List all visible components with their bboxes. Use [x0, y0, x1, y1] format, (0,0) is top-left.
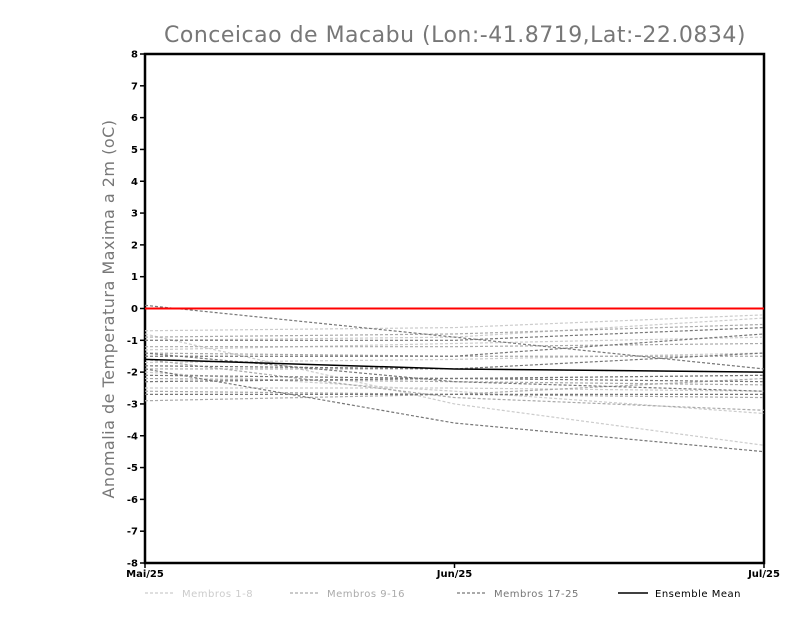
y-tick-label: 8 [131, 50, 138, 61]
series-line-members-17-25 [144, 377, 765, 383]
y-tick-label: 5 [131, 145, 138, 156]
series-line-members-1-8 [145, 387, 765, 392]
y-tick-label: 6 [131, 113, 138, 124]
y-tick-label: 4 [131, 177, 138, 188]
series-line-members-17-25 [144, 352, 765, 370]
series-line-members-1-8 [144, 371, 765, 415]
y-tick-label: -6 [127, 495, 138, 506]
series-line-members-9-16 [144, 377, 765, 402]
y-tick-label: -7 [127, 527, 138, 538]
series-line-members-9-16 [145, 342, 765, 348]
legend-label-members-1-8: Membros 1-8 [182, 589, 253, 600]
series-line-members-17-25 [144, 374, 765, 380]
series-line-members-1-8 [144, 336, 765, 351]
y-tick-label: -8 [127, 559, 138, 570]
chart-title: Conceicao de Macabu (Lon:-41.8719,Lat:-2… [164, 23, 746, 48]
series-line-members-9-16 [144, 358, 765, 411]
y-tick-label: 7 [131, 81, 138, 92]
y-tick-label: -5 [127, 463, 138, 474]
y-tick-label: 1 [131, 272, 138, 283]
series-line-members-9-16 [144, 390, 765, 399]
y-tick-label: 0 [131, 304, 138, 315]
y-tick-label: -4 [127, 431, 138, 442]
series-line-members-9-16 [144, 352, 764, 357]
series-line-members-17-25 [145, 326, 765, 341]
series-line-members-1-8 [144, 314, 765, 332]
series-line-members-1-8 [144, 333, 765, 446]
x-tick-label: Jun/25 [436, 569, 473, 580]
series-line-members-9-16 [144, 323, 765, 338]
y-axis-label: Anomalia de Temperatura Maxima a 2m (oC) [99, 119, 118, 498]
series-line-members-1-8 [144, 317, 765, 341]
y-tick-label: -2 [127, 368, 138, 379]
x-tick-label: Mai/25 [126, 569, 164, 580]
series-line-members-17-25 [144, 304, 765, 370]
y-tick-label: 2 [131, 240, 138, 251]
legend-label-members-17-25: Membros 17-25 [494, 589, 579, 600]
legend: Membros 1-8 Membros 9-16 Membros 17-25 Ense… [145, 589, 741, 600]
series-line-members-17-25 [145, 333, 765, 357]
legend-label-ensemble-mean: Ensemble Mean [655, 589, 741, 600]
series-line-members-1-8 [144, 352, 765, 364]
y-tick-label: -1 [127, 336, 138, 347]
series-line-members-17-25 [144, 368, 765, 453]
y-tick-label: 3 [131, 209, 138, 220]
x-tick-label: Jul/25 [747, 569, 780, 580]
series-line-ensemble-mean [144, 358, 765, 373]
legend-label-members-9-16: Membros 9-16 [327, 589, 405, 600]
y-tick-label: -3 [127, 399, 138, 410]
series-line-members-17-25 [144, 352, 765, 392]
